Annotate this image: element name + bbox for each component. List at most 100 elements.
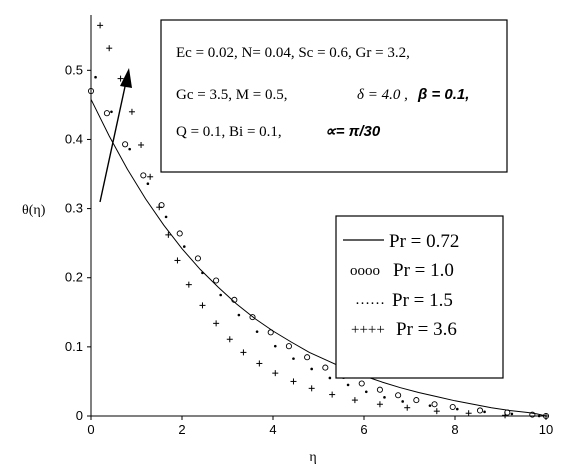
point-plus [256, 360, 263, 367]
point-plus [213, 320, 220, 327]
point-circle [140, 172, 147, 179]
legend-label-2: Pr = 1.5 [392, 290, 453, 311]
legend-entry-3: ++++ Pr = 3.6 [351, 319, 457, 340]
point-dot [310, 367, 313, 371]
legend-symbol-2: …… [355, 292, 385, 308]
point-plus [272, 370, 279, 377]
point-circle [176, 230, 183, 237]
point-dot [428, 404, 432, 407]
x-tick-label: 2 [178, 422, 185, 437]
y-tick-label: 0.5 [65, 62, 83, 77]
point-plus [502, 412, 509, 419]
point-circle [231, 296, 238, 303]
parameter-line-1: Ec = 0.02, N= 0.04, Sc = 0.6, Gr = 3.2, [176, 45, 410, 61]
point-plus [165, 231, 172, 238]
point-circle [431, 401, 438, 408]
point-plus [117, 75, 124, 82]
point-circle [122, 141, 129, 148]
point-plus [199, 302, 206, 309]
point-plus [433, 408, 440, 415]
point-plus [128, 108, 135, 115]
y-tick-label: 0.1 [65, 339, 83, 354]
x-tick-label: 0 [87, 422, 94, 437]
point-circle [395, 392, 402, 399]
legend-entry-1: oooo Pr = 1.0 [350, 260, 454, 281]
point-dot [292, 357, 295, 360]
series-line-pr-0.72 [90, 99, 547, 417]
point-dot [455, 407, 459, 411]
point-dot [273, 344, 277, 348]
point-dot [182, 245, 186, 248]
point-plus [147, 173, 154, 180]
y-axis-label: θ(η) [22, 203, 46, 218]
point-circle [529, 411, 536, 418]
series-layer [87, 22, 550, 420]
point-dot [346, 383, 350, 387]
legend-symbol-3: ++++ [351, 322, 385, 338]
point-plus [240, 349, 247, 356]
point-circle [194, 255, 201, 262]
y-tick-label: 0.2 [65, 270, 83, 285]
legend-label-1: Pr = 1.0 [393, 260, 454, 281]
point-circle [249, 314, 256, 321]
point-circle [476, 407, 484, 414]
legend-entry-0: Pr = 0.72 [343, 231, 459, 252]
point-plus [465, 410, 472, 417]
point-dot [94, 75, 97, 79]
point-plus [97, 22, 104, 29]
point-dot [510, 412, 514, 416]
point-plus [308, 385, 315, 392]
legend-entry-2: …… Pr = 1.5 [355, 290, 453, 311]
point-dot [483, 410, 486, 414]
y-tick-label: 0.3 [65, 201, 83, 216]
point-circle [304, 354, 311, 361]
point-circle [103, 110, 110, 117]
point-dot [164, 215, 168, 219]
point-dot [201, 271, 204, 275]
point-circle [285, 343, 292, 350]
point-dot [110, 110, 113, 114]
parameter-box [160, 19, 508, 173]
point-dot [255, 330, 259, 333]
point-plus [543, 413, 549, 419]
trend-arrow-head [120, 68, 132, 88]
point-dot [237, 313, 241, 317]
parameter-line-3: Q = 0.1, Bi = 0.1, [176, 124, 282, 140]
x-tick-label: 10 [539, 422, 553, 437]
point-circle [87, 88, 95, 95]
point-circle [358, 380, 365, 387]
point-dot [537, 414, 541, 418]
point-dot [328, 376, 332, 380]
parameter-line-2: Gc = 3.5, M = 0.5, [176, 87, 288, 103]
point-dot [364, 390, 368, 394]
point-plus [156, 204, 163, 211]
point-plus [185, 281, 192, 288]
legend-box [335, 215, 504, 379]
point-plus [106, 45, 113, 52]
legend-label-0: Pr = 0.72 [389, 231, 459, 252]
point-circle [449, 403, 456, 411]
point-dot [401, 400, 404, 403]
point-plus [290, 378, 297, 385]
point-dot [128, 147, 131, 151]
point-plus [226, 336, 233, 343]
parameter-alpha: ∝= π/30 [325, 123, 381, 140]
x-tick-label: 6 [360, 422, 367, 437]
point-dot [146, 182, 150, 185]
point-dot [383, 396, 386, 399]
point-circle [413, 397, 420, 404]
parameter-delta: δ = 4.0 , [357, 87, 408, 103]
point-plus [138, 141, 145, 148]
x-tick-label: 8 [451, 422, 458, 437]
x-axis-label: η [309, 450, 316, 465]
point-circle [376, 386, 383, 393]
trend-arrow-shaft [99, 81, 127, 203]
point-circle [213, 277, 220, 284]
point-plus [174, 257, 181, 264]
point-plus [376, 401, 383, 408]
y-tick-label: 0.4 [65, 131, 83, 146]
y-tick-label: 0 [76, 408, 83, 423]
legend-symbol-1: oooo [350, 263, 380, 279]
point-dot [219, 293, 222, 297]
